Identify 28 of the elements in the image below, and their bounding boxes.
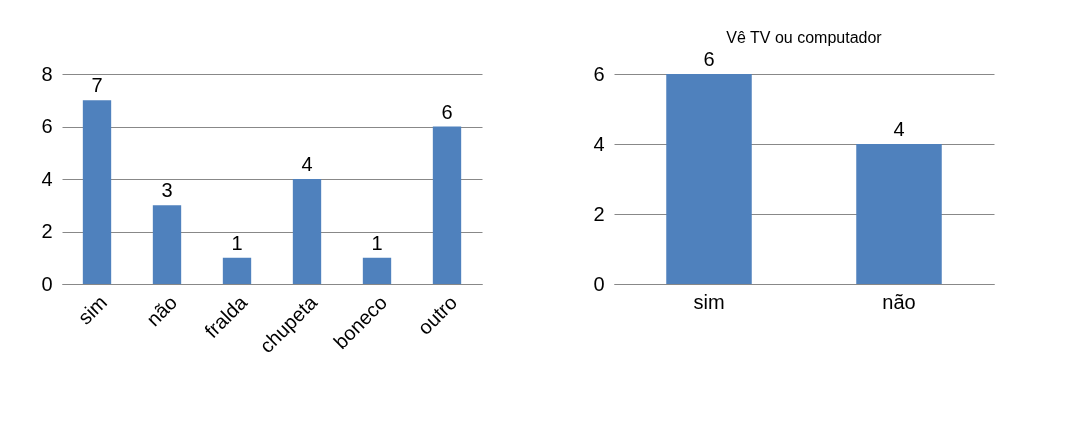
data-label: 3 [161, 179, 173, 202]
x-tick-label: não [141, 291, 182, 331]
bar [432, 126, 462, 284]
data-label: 4 [301, 153, 313, 175]
data-label: 6 [703, 48, 715, 70]
y-tick-label: 4 [41, 167, 53, 190]
y-tick-label: 6 [593, 62, 605, 85]
y-tick-label: 2 [593, 202, 605, 225]
y-tick-label: 0 [593, 272, 605, 295]
x-tick-label: não [882, 290, 916, 313]
y-tick-label: 8 [41, 62, 53, 85]
bar [362, 257, 392, 284]
data-label: 1 [371, 231, 383, 254]
data-label: 4 [893, 118, 905, 140]
y-tick-label: 0 [41, 272, 53, 295]
data-label: 6 [441, 100, 453, 123]
y-tick-label: 4 [593, 132, 605, 155]
data-label: 1 [231, 231, 243, 254]
data-label: 7 [91, 74, 103, 97]
x-tick-label: sim [73, 291, 112, 329]
y-tick-label: 6 [41, 115, 53, 137]
bar [292, 179, 322, 284]
bar [222, 257, 252, 284]
y-tick-label: 2 [41, 220, 53, 242]
bar [152, 205, 182, 284]
x-tick-label: sim [693, 290, 725, 313]
chart-title: Vê TV ou computador [726, 29, 883, 46]
bar [82, 100, 112, 284]
